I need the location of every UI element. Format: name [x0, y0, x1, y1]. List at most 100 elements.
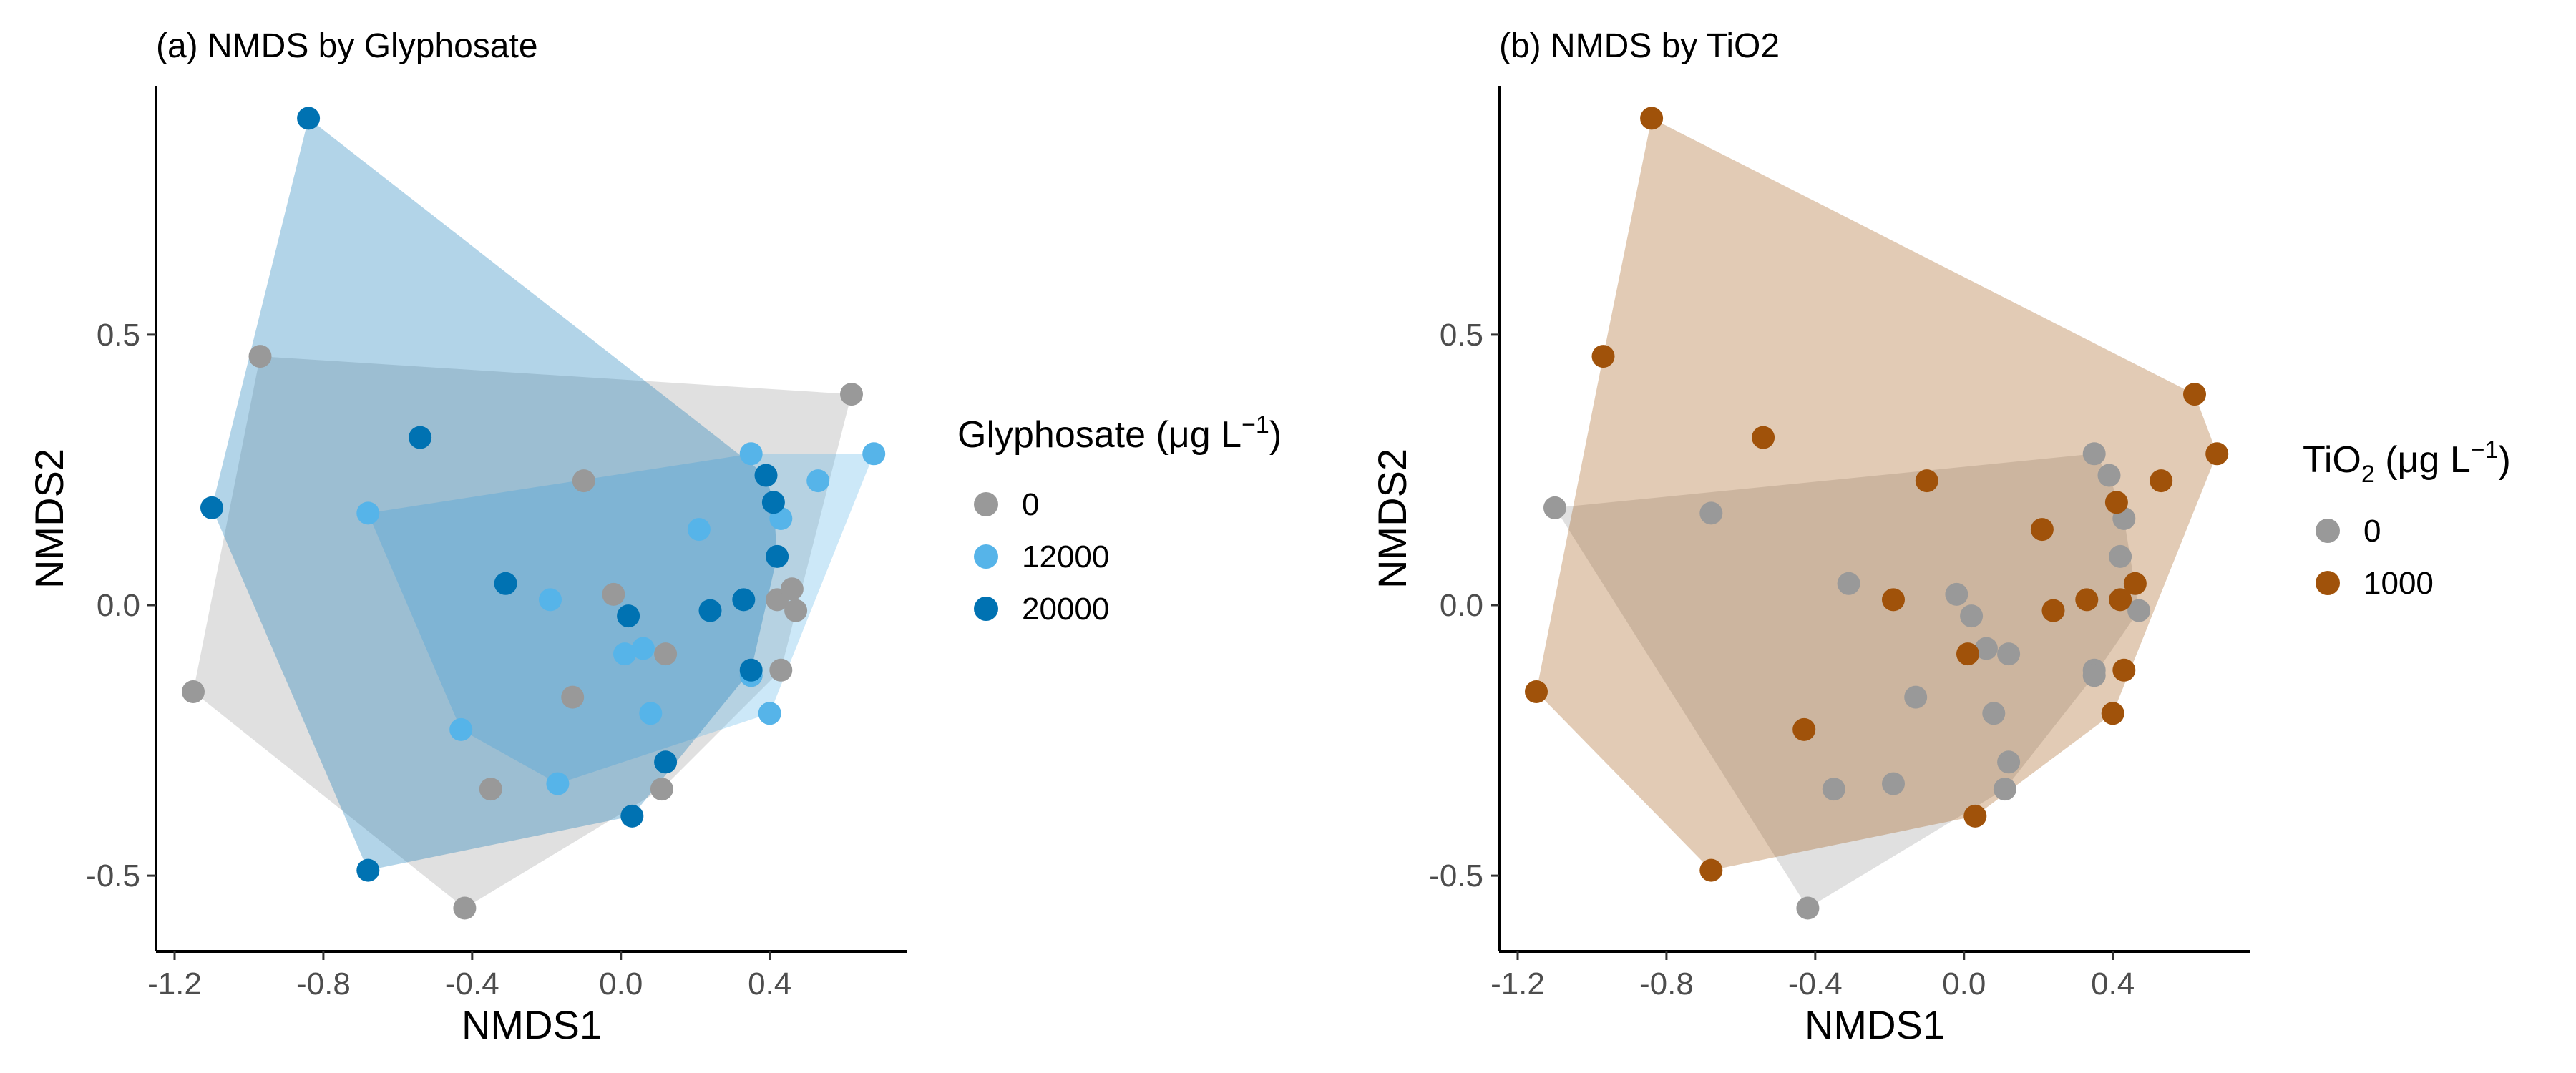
point-1000-11: [2041, 599, 2065, 622]
point-1000-15: [2123, 572, 2147, 595]
point-0-11: [1982, 702, 2006, 725]
panel-a-legend-title-end: ): [1269, 414, 1282, 456]
point-0-18: [2127, 599, 2151, 622]
point-1000-10: [2030, 518, 2054, 542]
panel-b-legend-key-1000: [2316, 571, 2340, 595]
point-12000-12: [862, 442, 886, 466]
point-20000-1: [200, 496, 223, 519]
point-0-4: [1822, 778, 1845, 801]
point-1000-4: [1699, 858, 1723, 882]
point-12000-4: [613, 642, 636, 666]
panel-a-legend-label-12000: 12000: [1022, 539, 1109, 574]
point-0-8: [479, 778, 502, 801]
point-0-6: [1904, 685, 1928, 709]
panel-a-x-ticks: -1.2 -0.8 -0.4 0.0 0.4: [147, 951, 791, 1001]
panel-b-points: [1525, 107, 2229, 920]
panel-b-legend-label-0: 0: [2363, 514, 2381, 549]
point-12000-0: [356, 501, 380, 525]
point-0-4: [572, 469, 595, 493]
panel-a-y-ticks: -0.5 0.0 0.5: [86, 318, 156, 893]
y-tick-label: 0.0: [97, 588, 140, 623]
panel-b-legend: TiO2 (μg L−1) 0 1000: [2303, 436, 2511, 601]
x-tick-label: 0.0: [1942, 966, 1986, 1001]
panel-a-legend-title-sup: −1: [1241, 411, 1269, 438]
point-1000-8: [1956, 642, 1979, 666]
point-1000-7: [1915, 469, 1938, 493]
panel-a-legend-label-20000: 20000: [1022, 592, 1109, 627]
point-1000-18: [2150, 469, 2173, 493]
x-tick-label: -0.8: [296, 966, 351, 1001]
point-0-8: [1960, 604, 1984, 628]
y-tick-label: 0.0: [1440, 588, 1483, 623]
panel-b-legend-label-1000: 1000: [2363, 566, 2434, 601]
point-12000-1: [449, 717, 473, 741]
point-0-7: [561, 685, 585, 709]
point-0-9: [650, 778, 673, 801]
panel-a-y-axis-title: NMDS2: [26, 449, 72, 589]
point-20000-13: [766, 544, 789, 568]
panel-a-legend-title: Glyphosate (μg L−1): [957, 411, 1282, 456]
point-0-10: [1997, 642, 2021, 666]
point-0-10: [769, 658, 793, 682]
point-12000-2: [539, 588, 562, 612]
point-20000-3: [409, 426, 432, 449]
point-20000-0: [297, 107, 321, 130]
point-0-5: [602, 582, 625, 606]
point-20000-11: [754, 464, 778, 487]
point-1000-13: [2104, 491, 2128, 514]
panel-a-legend: Glyphosate (μg L−1) 0 12000 20000: [957, 411, 1282, 627]
point-0-0: [248, 345, 272, 368]
point-0-6: [654, 642, 678, 666]
point-0-12: [780, 577, 804, 601]
x-tick-label: -1.2: [147, 966, 202, 1001]
y-tick-label: -0.5: [1429, 858, 1483, 893]
point-0-2: [453, 896, 477, 920]
hull-20000: [212, 118, 778, 871]
point-0-1: [1699, 501, 1723, 525]
point-12000-8: [739, 442, 763, 466]
point-0-13: [1993, 778, 2016, 801]
panel-b-title: (b) NMDS by TiO2: [1499, 27, 1780, 65]
x-tick-label: 0.4: [2091, 966, 2135, 1001]
point-20000-4: [494, 572, 517, 595]
point-0-13: [784, 599, 808, 622]
x-tick-label: -0.8: [1639, 966, 1694, 1001]
x-tick-label: -0.4: [445, 966, 499, 1001]
point-12000-6: [639, 702, 663, 725]
panel-b-legend-title-sub: 2: [2361, 461, 2375, 488]
panel-a-legend-key-0: [974, 492, 998, 516]
point-1000-3: [1525, 680, 1548, 703]
point-0-20: [2082, 664, 2106, 687]
panel-b: (b) NMDS by TiO2 -1.2 -0.8 -0.4 0.0 0.4 -0.5…: [1370, 27, 2511, 1047]
point-20000-2: [356, 858, 380, 882]
point-20000-8: [698, 599, 722, 622]
y-tick-label: 0.5: [1440, 318, 1483, 353]
point-1000-16: [2112, 658, 2136, 682]
point-1000-17: [2101, 702, 2124, 725]
point-0-0: [1543, 496, 1566, 519]
point-12000-5: [631, 637, 655, 660]
x-tick-label: 0.4: [748, 966, 791, 1001]
hull-0: [1555, 454, 2140, 908]
panel-b-legend-title: TiO2 (μg L−1): [2303, 436, 2511, 488]
panel-b-legend-title-main: (μg L: [2375, 439, 2471, 481]
point-1000-2: [1752, 426, 1775, 449]
panel-a-x-axis-title: NMDS1: [462, 1002, 602, 1047]
point-20000-5: [617, 604, 640, 628]
panel-a-hulls: [193, 118, 874, 908]
point-0-7: [1945, 582, 1968, 606]
point-1000-0: [1640, 107, 1664, 130]
panel-b-y-ticks: -0.5 0.0 0.5: [1429, 318, 1499, 893]
point-12000-9: [758, 702, 781, 725]
x-tick-label: 0.0: [599, 966, 643, 1001]
point-1000-9: [1963, 804, 1987, 828]
panel-a-title: (a) NMDS by Glyphosate: [156, 27, 538, 65]
y-tick-label: 0.5: [97, 318, 140, 353]
point-20000-12: [761, 491, 785, 514]
point-20000-9: [732, 588, 756, 612]
panel-a-legend-key-12000: [974, 544, 998, 569]
point-0-3: [1837, 572, 1860, 595]
panel-a-points: [182, 107, 886, 920]
